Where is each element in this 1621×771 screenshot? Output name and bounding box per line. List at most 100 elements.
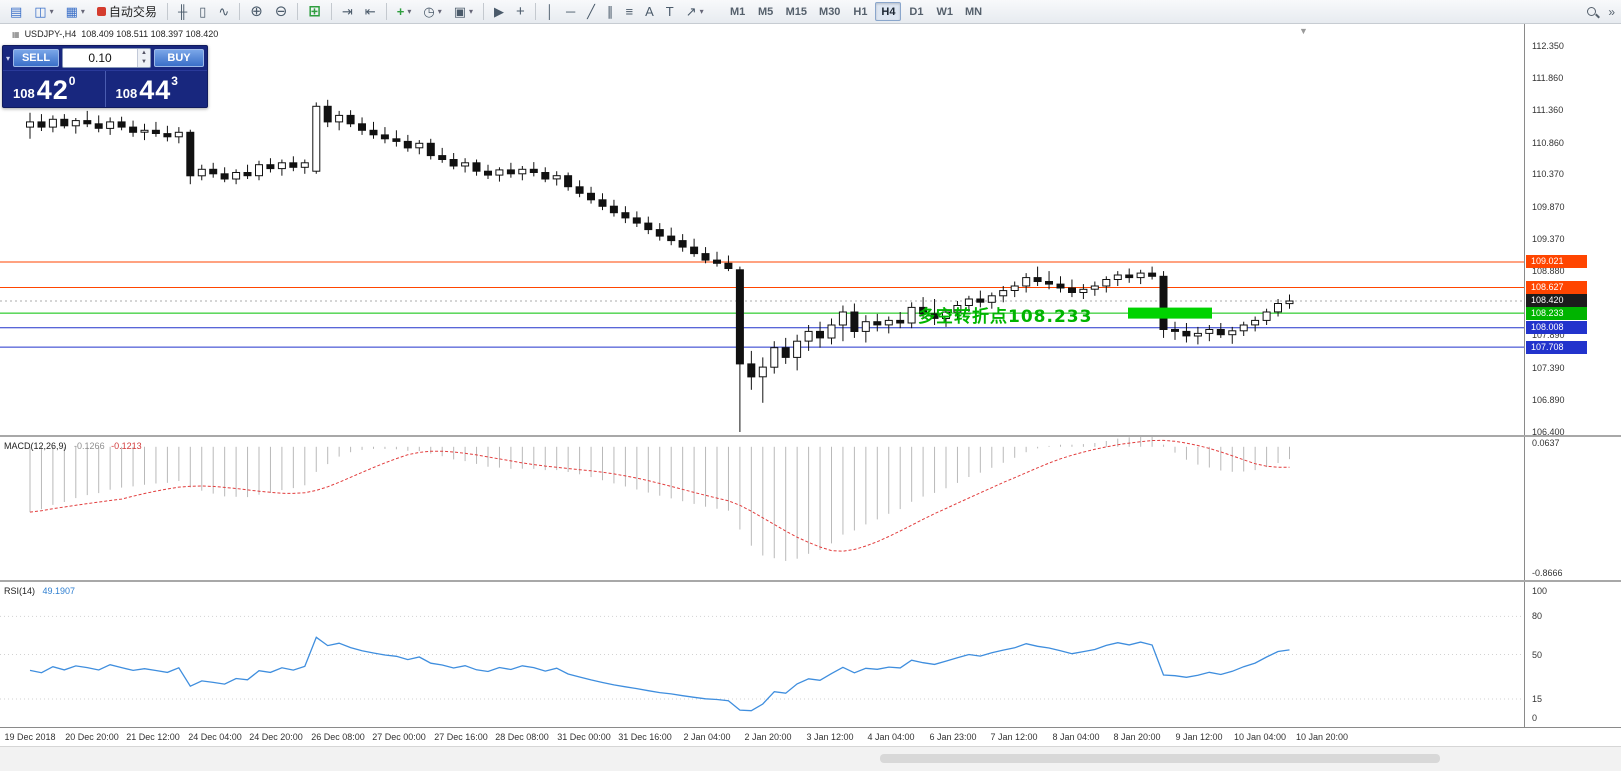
fibonacci-tool-button[interactable]: ≡: [620, 2, 638, 22]
macd-pane: MACD(12,26,9) -0.1266 -0.1213: [0, 437, 1621, 580]
ask-big-digits: 44: [139, 75, 172, 105]
time-axis-label: 10 Jan 04:00: [1233, 732, 1287, 742]
price-axis-label: 111.360: [1532, 105, 1564, 115]
volume-spinner: ▲ ▼: [137, 49, 150, 67]
timeframe-m30-button[interactable]: M30: [814, 2, 845, 21]
rsi-canvas[interactable]: [0, 582, 1524, 727]
one-click-collapse-arrow[interactable]: ▾: [6, 53, 11, 63]
horizontal-line-tool-button[interactable]: ─: [561, 2, 580, 22]
chart-shift-button[interactable]: ⇤: [360, 2, 381, 22]
horizontal-line-tool-icon: ─: [565, 4, 576, 19]
timeframe-h1-button[interactable]: H1: [847, 2, 873, 21]
macd-axis-label: 0.0637: [1532, 438, 1560, 448]
price-axis-label: 109.870: [1532, 202, 1565, 212]
rsi-axis-label: 0: [1532, 713, 1538, 723]
price-axis-label: 109.370: [1532, 234, 1565, 244]
bar-chart-mode-button[interactable]: ╫: [173, 2, 192, 22]
price-axis-label: 107.890: [1532, 330, 1565, 340]
text-tool-icon: A: [645, 4, 654, 19]
macd-canvas[interactable]: [0, 437, 1524, 580]
bar-chart-mode-icon: ╫: [177, 4, 188, 19]
zoom-in-button[interactable]: ⊕: [245, 2, 268, 22]
auto-scroll-button[interactable]: ⇥: [337, 2, 358, 22]
price-axis-label: 112.350: [1532, 41, 1564, 51]
rsi-label: RSI(14) 49.1907: [4, 586, 75, 596]
crosshair-button[interactable]: +: [511, 2, 530, 22]
text-tool-button[interactable]: A: [640, 2, 659, 22]
templates-button[interactable]: ▣ ▾: [449, 2, 478, 22]
indicators-list-icon: +: [396, 4, 405, 19]
profiles-button[interactable]: ▦ ▾: [61, 2, 90, 22]
new-chart-dropdown-icon[interactable]: ▾: [49, 7, 54, 16]
templates-dropdown-icon[interactable]: ▾: [469, 7, 474, 16]
bid-pipette: 0: [68, 74, 76, 88]
pane-splitter[interactable]: [0, 435, 1621, 437]
volume-up-icon[interactable]: ▲: [138, 49, 150, 58]
zoom-out-button[interactable]: ⊖: [270, 2, 293, 22]
price-axis-label: 107.390: [1532, 363, 1565, 373]
timeframe-toolbar: M1 M5 M15 M30 H1 H4 D1 W1 MN: [724, 2, 988, 21]
timeframe-m15-button[interactable]: M15: [781, 2, 812, 21]
channel-tool-button[interactable]: ∥: [602, 2, 619, 22]
price-tag: 108.420: [1526, 294, 1587, 307]
cursor-arrow-button[interactable]: ▶: [489, 2, 509, 22]
indicators-list-button[interactable]: + ▾: [392, 2, 417, 22]
label-tool-button[interactable]: T: [661, 2, 679, 22]
line-chart-mode-button[interactable]: ∿: [213, 2, 234, 22]
line-chart-mode-icon: ∿: [218, 4, 230, 19]
timeframe-mn-button[interactable]: MN: [960, 2, 987, 21]
toolbar-separator: [166, 3, 168, 20]
fibonacci-tool-icon: ≡: [625, 4, 634, 19]
timeframe-w1-button[interactable]: W1: [931, 2, 958, 21]
arrows-tool-dropdown-icon[interactable]: ▾: [699, 7, 704, 16]
pane-splitter[interactable]: [0, 580, 1621, 582]
periods-dropdown-icon[interactable]: ▾: [437, 7, 442, 16]
scrollbar-thumb[interactable]: [880, 754, 1440, 763]
new-order-button[interactable]: ▤: [5, 2, 27, 22]
sell-button[interactable]: SELL: [13, 49, 60, 67]
profiles-icon: ▦: [65, 4, 78, 19]
price-axis[interactable]: 112.350 111.860 111.360 110.860 110.370 109.8…: [1524, 24, 1621, 746]
toolbar-overflow-icon[interactable]: »: [1608, 5, 1615, 19]
bid-prefix: 108: [13, 86, 35, 101]
chart-shift-marker[interactable]: ▼: [1299, 26, 1308, 36]
time-axis-label: 21 Dec 12:00: [126, 732, 180, 742]
symbol-quote-bar: ▦ USDJPY-,H4 108.409 108.511 108.397 108…: [12, 29, 218, 39]
chart-annotation-text[interactable]: 多空转折点108.233: [918, 307, 1093, 327]
arrows-tool-button[interactable]: ↗ ▾: [681, 2, 709, 22]
arrows-tool-icon: ↗: [685, 4, 697, 19]
macd-main-value: -0.1266: [74, 441, 105, 451]
profiles-dropdown-icon[interactable]: ▾: [80, 7, 85, 16]
timeframe-m1-button[interactable]: M1: [725, 2, 751, 21]
volume-input[interactable]: [63, 49, 137, 67]
price-divider: [104, 71, 106, 107]
candlestick-mode-button[interactable]: ▯: [194, 2, 211, 22]
timeframe-m5-button[interactable]: M5: [753, 2, 779, 21]
rsi-axis-label: 100: [1532, 586, 1548, 596]
timeframe-h4-button[interactable]: H4: [875, 2, 902, 21]
toolbar-right: »: [1585, 0, 1615, 24]
horizontal-scrollbar[interactable]: [0, 746, 1621, 771]
time-axis[interactable]: 19 Dec 2018 20 Dec 20:00 21 Dec 12:00 24 De…: [0, 727, 1621, 747]
ask-pipette: 3: [171, 74, 178, 88]
search-icon[interactable]: [1585, 5, 1600, 20]
macd-axis-label: -0.8666: [1532, 568, 1563, 578]
volume-down-icon[interactable]: ▼: [138, 58, 150, 67]
time-axis-label: 8 Jan 04:00: [1052, 732, 1100, 742]
periods-button[interactable]: ◷ ▾: [418, 2, 446, 22]
tile-windows-button[interactable]: ⊞: [303, 2, 326, 22]
price-axis-label: 106.400: [1532, 427, 1565, 437]
indicators-list-dropdown-icon[interactable]: ▾: [407, 7, 412, 16]
new-chart-button[interactable]: ◫ ▾: [29, 2, 58, 22]
time-axis-label: 2 Jan 04:00: [683, 732, 731, 742]
time-axis-label: 8 Jan 20:00: [1113, 732, 1161, 742]
toolbar-separator: [330, 3, 332, 20]
timeframe-d1-button[interactable]: D1: [903, 2, 929, 21]
volume-box: ▲ ▼: [62, 48, 151, 68]
buy-button[interactable]: BUY: [154, 49, 204, 67]
vertical-line-tool-button[interactable]: │: [541, 2, 559, 22]
main-chart-canvas[interactable]: [0, 24, 1524, 435]
trendline-tool-button[interactable]: ╱: [582, 2, 600, 22]
auto-trading-button[interactable]: 自动交易: [92, 2, 162, 22]
